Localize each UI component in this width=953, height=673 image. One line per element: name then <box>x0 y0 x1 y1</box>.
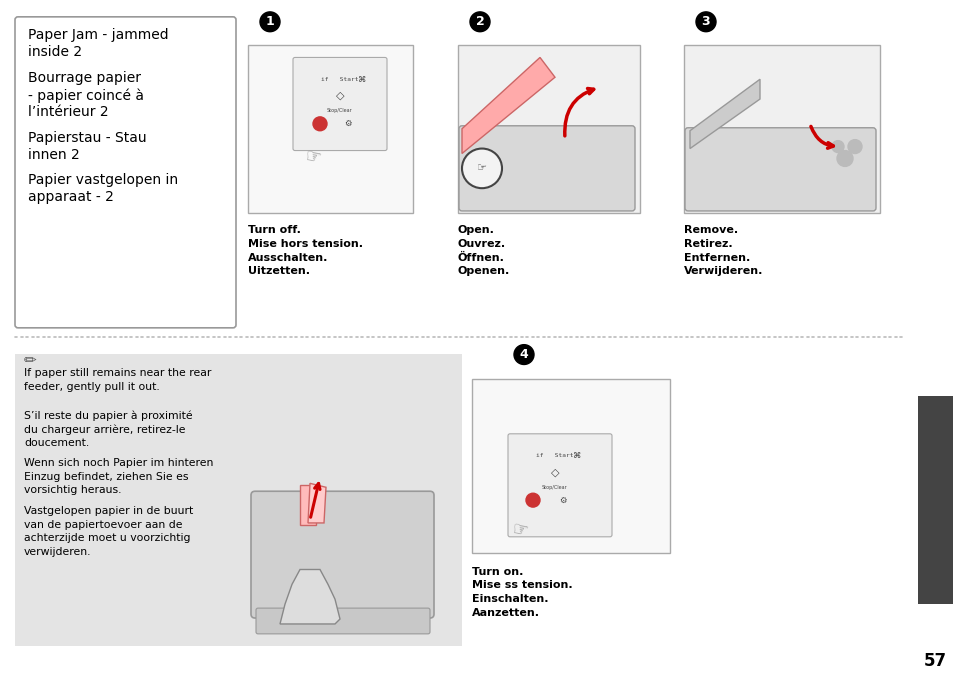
Text: Ouvrez.: Ouvrez. <box>457 239 506 249</box>
Text: Verwijderen.: Verwijderen. <box>683 267 762 277</box>
Circle shape <box>260 12 280 32</box>
Text: ⌘: ⌘ <box>357 75 366 83</box>
Text: Papier vastgelopen in: Papier vastgelopen in <box>28 174 178 187</box>
Polygon shape <box>689 79 760 149</box>
Text: Turn on.: Turn on. <box>472 567 523 577</box>
Text: if   Start: if Start <box>536 453 573 458</box>
Text: Bourrage papier: Bourrage papier <box>28 71 141 85</box>
FancyBboxPatch shape <box>255 608 430 634</box>
Text: Paper Jam - jammed: Paper Jam - jammed <box>28 28 169 42</box>
FancyBboxPatch shape <box>251 491 434 618</box>
Text: Mise ss tension.: Mise ss tension. <box>472 580 572 590</box>
Text: ☞: ☞ <box>303 146 322 167</box>
Polygon shape <box>461 57 555 153</box>
Circle shape <box>470 12 490 32</box>
FancyBboxPatch shape <box>15 353 461 646</box>
Text: 4: 4 <box>519 348 528 361</box>
Text: If paper still remains near the rear
feeder, gently pull it out.: If paper still remains near the rear fee… <box>24 368 212 392</box>
Circle shape <box>836 151 852 166</box>
FancyBboxPatch shape <box>683 44 879 213</box>
FancyBboxPatch shape <box>472 380 669 553</box>
Circle shape <box>847 140 862 153</box>
Polygon shape <box>308 483 326 523</box>
Text: Einschalten.: Einschalten. <box>472 594 548 604</box>
Text: Remove.: Remove. <box>683 225 738 235</box>
Circle shape <box>461 149 501 188</box>
FancyBboxPatch shape <box>457 44 639 213</box>
Polygon shape <box>280 569 339 624</box>
Text: Öffnen.: Öffnen. <box>457 252 504 262</box>
Text: 2: 2 <box>476 15 484 28</box>
Text: l’intérieur 2: l’intérieur 2 <box>28 105 109 119</box>
Text: Stop/Clear: Stop/Clear <box>541 485 567 490</box>
Text: Ausschalten.: Ausschalten. <box>248 252 328 262</box>
Text: Retirez.: Retirez. <box>683 239 732 249</box>
Circle shape <box>525 493 539 507</box>
Text: 1: 1 <box>265 15 274 28</box>
Text: Stop/Clear: Stop/Clear <box>327 108 353 114</box>
Text: Vastgelopen papier in de buurt
van de papiertoevoer aan de
achterzijde moet u vo: Vastgelopen papier in de buurt van de pa… <box>24 506 193 557</box>
Text: Uitzetten.: Uitzetten. <box>248 267 310 277</box>
Text: 3: 3 <box>701 15 710 28</box>
Text: ◇: ◇ <box>550 468 558 477</box>
FancyBboxPatch shape <box>684 128 875 211</box>
Text: ⌘: ⌘ <box>572 451 580 460</box>
Text: - papier coincé à: - papier coincé à <box>28 88 144 103</box>
Text: Mise hors tension.: Mise hors tension. <box>248 239 363 249</box>
Text: ⚙: ⚙ <box>558 495 566 505</box>
Circle shape <box>696 12 716 32</box>
Circle shape <box>831 141 843 153</box>
Text: Turn off.: Turn off. <box>248 225 300 235</box>
Text: Openen.: Openen. <box>457 267 510 277</box>
Text: innen 2: innen 2 <box>28 147 80 162</box>
Circle shape <box>514 345 534 365</box>
Text: 57: 57 <box>923 651 945 670</box>
Text: Wenn sich noch Papier im hinteren
Einzug befindet, ziehen Sie es
vorsichtig hera: Wenn sich noch Papier im hinteren Einzug… <box>24 458 213 495</box>
Text: ☞: ☞ <box>510 520 529 540</box>
Text: Aanzetten.: Aanzetten. <box>472 608 539 618</box>
Text: ✏: ✏ <box>24 353 37 367</box>
FancyBboxPatch shape <box>458 126 635 211</box>
FancyBboxPatch shape <box>507 434 612 537</box>
Text: ☞: ☞ <box>476 164 486 174</box>
Circle shape <box>313 117 327 131</box>
Text: if   Start: if Start <box>321 77 358 81</box>
Polygon shape <box>299 485 315 525</box>
FancyBboxPatch shape <box>15 17 235 328</box>
Bar <box>917 396 953 604</box>
FancyBboxPatch shape <box>248 44 413 213</box>
Text: apparaat - 2: apparaat - 2 <box>28 190 113 204</box>
Text: Papierstau - Stau: Papierstau - Stau <box>28 131 147 145</box>
Text: ◇: ◇ <box>335 91 344 101</box>
FancyBboxPatch shape <box>293 57 387 151</box>
Text: Open.: Open. <box>457 225 495 235</box>
Text: Entfernen.: Entfernen. <box>683 252 749 262</box>
Text: S’il reste du papier à proximité
du chargeur arrière, retirez-le
doucement.: S’il reste du papier à proximité du char… <box>24 410 193 448</box>
Text: ⚙: ⚙ <box>344 119 352 129</box>
Text: inside 2: inside 2 <box>28 44 82 59</box>
